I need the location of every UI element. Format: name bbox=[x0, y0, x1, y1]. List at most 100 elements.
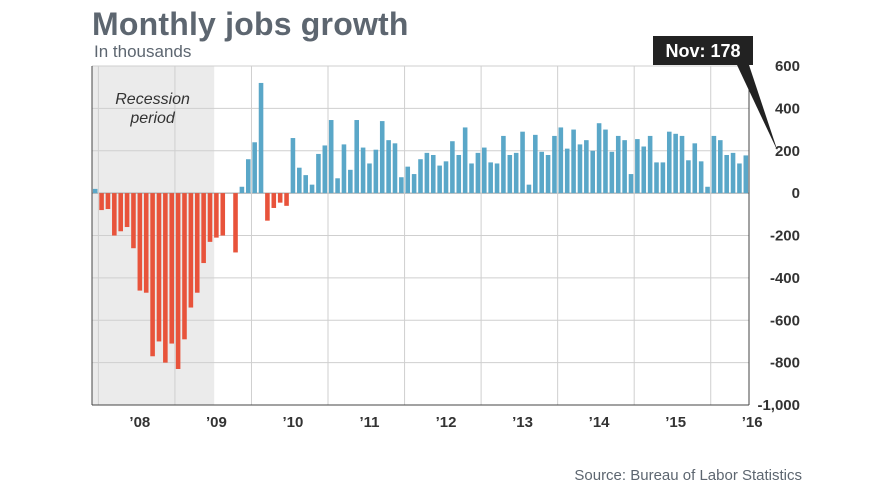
bar bbox=[214, 193, 219, 238]
bar bbox=[533, 134, 538, 194]
bar bbox=[450, 141, 455, 194]
bar bbox=[513, 152, 519, 194]
bar bbox=[328, 120, 334, 194]
bar bbox=[469, 163, 474, 194]
bar bbox=[475, 152, 481, 194]
x-tick-label: ’09 bbox=[206, 414, 227, 431]
bar bbox=[150, 193, 155, 357]
bar bbox=[603, 129, 608, 194]
bar bbox=[520, 131, 525, 194]
bar bbox=[163, 193, 168, 363]
bar bbox=[737, 163, 742, 194]
bar bbox=[494, 163, 500, 194]
bar bbox=[354, 120, 359, 194]
y-tick-label: -800 bbox=[770, 355, 800, 372]
bar bbox=[303, 175, 308, 194]
bar bbox=[112, 193, 117, 236]
bar bbox=[615, 135, 621, 194]
bar bbox=[386, 140, 391, 194]
bar bbox=[539, 151, 544, 194]
bar bbox=[622, 140, 627, 194]
bar bbox=[705, 186, 710, 194]
bar bbox=[118, 193, 123, 232]
bar bbox=[309, 184, 315, 194]
y-tick-label: -1,000 bbox=[757, 397, 800, 414]
bar bbox=[131, 193, 136, 249]
bar bbox=[679, 135, 685, 194]
bar bbox=[577, 144, 583, 194]
x-tick-label: ’12 bbox=[436, 414, 457, 431]
x-tick-label: ’15 bbox=[665, 414, 686, 431]
y-tick-label: 0 bbox=[792, 185, 800, 202]
source-note: Source: Bureau of Labor Statistics bbox=[574, 467, 802, 484]
y-tick-label: 200 bbox=[775, 143, 800, 160]
callout-box bbox=[653, 36, 753, 65]
x-tick-label: ’13 bbox=[512, 414, 533, 431]
bar bbox=[666, 131, 672, 194]
bar bbox=[526, 184, 532, 194]
bar bbox=[277, 193, 283, 203]
bar bbox=[233, 193, 238, 253]
bar bbox=[641, 146, 647, 194]
bar bbox=[635, 139, 640, 194]
bar bbox=[175, 193, 181, 369]
bar bbox=[718, 140, 723, 194]
bar bbox=[258, 82, 264, 194]
bar bbox=[443, 161, 449, 194]
bar bbox=[379, 121, 385, 194]
chart-subtitle: In thousands bbox=[94, 42, 192, 61]
bar bbox=[124, 193, 130, 228]
y-tick-label: -400 bbox=[770, 270, 800, 287]
x-tick-label: ’16 bbox=[742, 414, 763, 431]
bar bbox=[571, 129, 576, 194]
bar bbox=[188, 193, 194, 308]
callout-pointer bbox=[737, 65, 778, 152]
bar bbox=[501, 135, 506, 194]
bar bbox=[271, 193, 277, 208]
bar bbox=[609, 151, 615, 194]
bar bbox=[692, 143, 698, 194]
bar bbox=[348, 169, 353, 194]
bar bbox=[220, 193, 226, 236]
x-tick-label: ’08 bbox=[129, 414, 150, 431]
bar bbox=[245, 159, 251, 194]
recession-label-line1: Recession bbox=[115, 91, 190, 108]
bar bbox=[654, 162, 659, 194]
bar bbox=[169, 193, 175, 344]
bar bbox=[430, 154, 436, 194]
bar bbox=[507, 154, 513, 194]
x-tick-label: ’11 bbox=[359, 414, 379, 431]
bar bbox=[373, 149, 379, 194]
bar bbox=[590, 150, 596, 194]
bar bbox=[207, 193, 213, 242]
bar bbox=[584, 140, 589, 194]
bar bbox=[730, 152, 736, 194]
x-tick-label: ’14 bbox=[589, 414, 611, 431]
bar bbox=[297, 167, 302, 194]
bar bbox=[143, 193, 149, 293]
bar bbox=[392, 143, 398, 194]
bar bbox=[194, 193, 200, 293]
chart-title: Monthly jobs growth bbox=[92, 6, 409, 42]
y-tick-label: 400 bbox=[775, 100, 800, 117]
bar bbox=[698, 161, 704, 194]
bar bbox=[545, 154, 551, 194]
bar bbox=[322, 145, 328, 194]
bar bbox=[552, 135, 557, 194]
bar bbox=[360, 147, 366, 194]
y-tick-label: 600 bbox=[775, 58, 800, 75]
bar bbox=[596, 123, 602, 194]
x-tick-label: ’10 bbox=[282, 414, 303, 431]
y-tick-label: -600 bbox=[770, 312, 800, 329]
bar bbox=[418, 159, 423, 194]
bar bbox=[482, 147, 487, 194]
bar bbox=[405, 166, 411, 194]
bar bbox=[341, 144, 347, 194]
recession-label-line2: period bbox=[129, 110, 176, 127]
bar bbox=[137, 193, 143, 291]
bar bbox=[105, 193, 111, 210]
callout-label: Nov: 178 bbox=[665, 41, 740, 61]
bar bbox=[156, 193, 162, 342]
bar bbox=[456, 154, 462, 194]
bar bbox=[252, 142, 257, 194]
